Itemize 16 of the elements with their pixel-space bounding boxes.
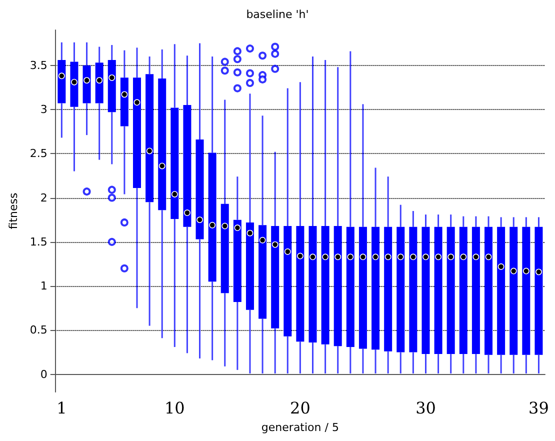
x-tick-label: 1 (56, 398, 67, 418)
y-tick-label: 0.5 (30, 324, 48, 337)
y-tick-label: 3 (40, 102, 48, 116)
y-tick-label: 0 (40, 368, 48, 381)
x-tick-label: 39 (528, 398, 549, 418)
y-tick-label: 2.5 (30, 147, 48, 160)
y-tick-label: 2 (40, 191, 48, 204)
x-tick-label: 10 (164, 398, 185, 418)
y-axis-title: fitness (7, 192, 20, 230)
x-tick-label: 20 (290, 398, 310, 418)
y-tick-label: 1 (40, 280, 48, 293)
x-tick-label: 30 (416, 398, 436, 418)
y-tick-label: 1.5 (30, 235, 48, 248)
y-tick-label: 3.5 (30, 58, 48, 72)
chart-title: baseline 'h' (246, 8, 309, 21)
x-axis-title: generation / 5 (261, 421, 339, 434)
